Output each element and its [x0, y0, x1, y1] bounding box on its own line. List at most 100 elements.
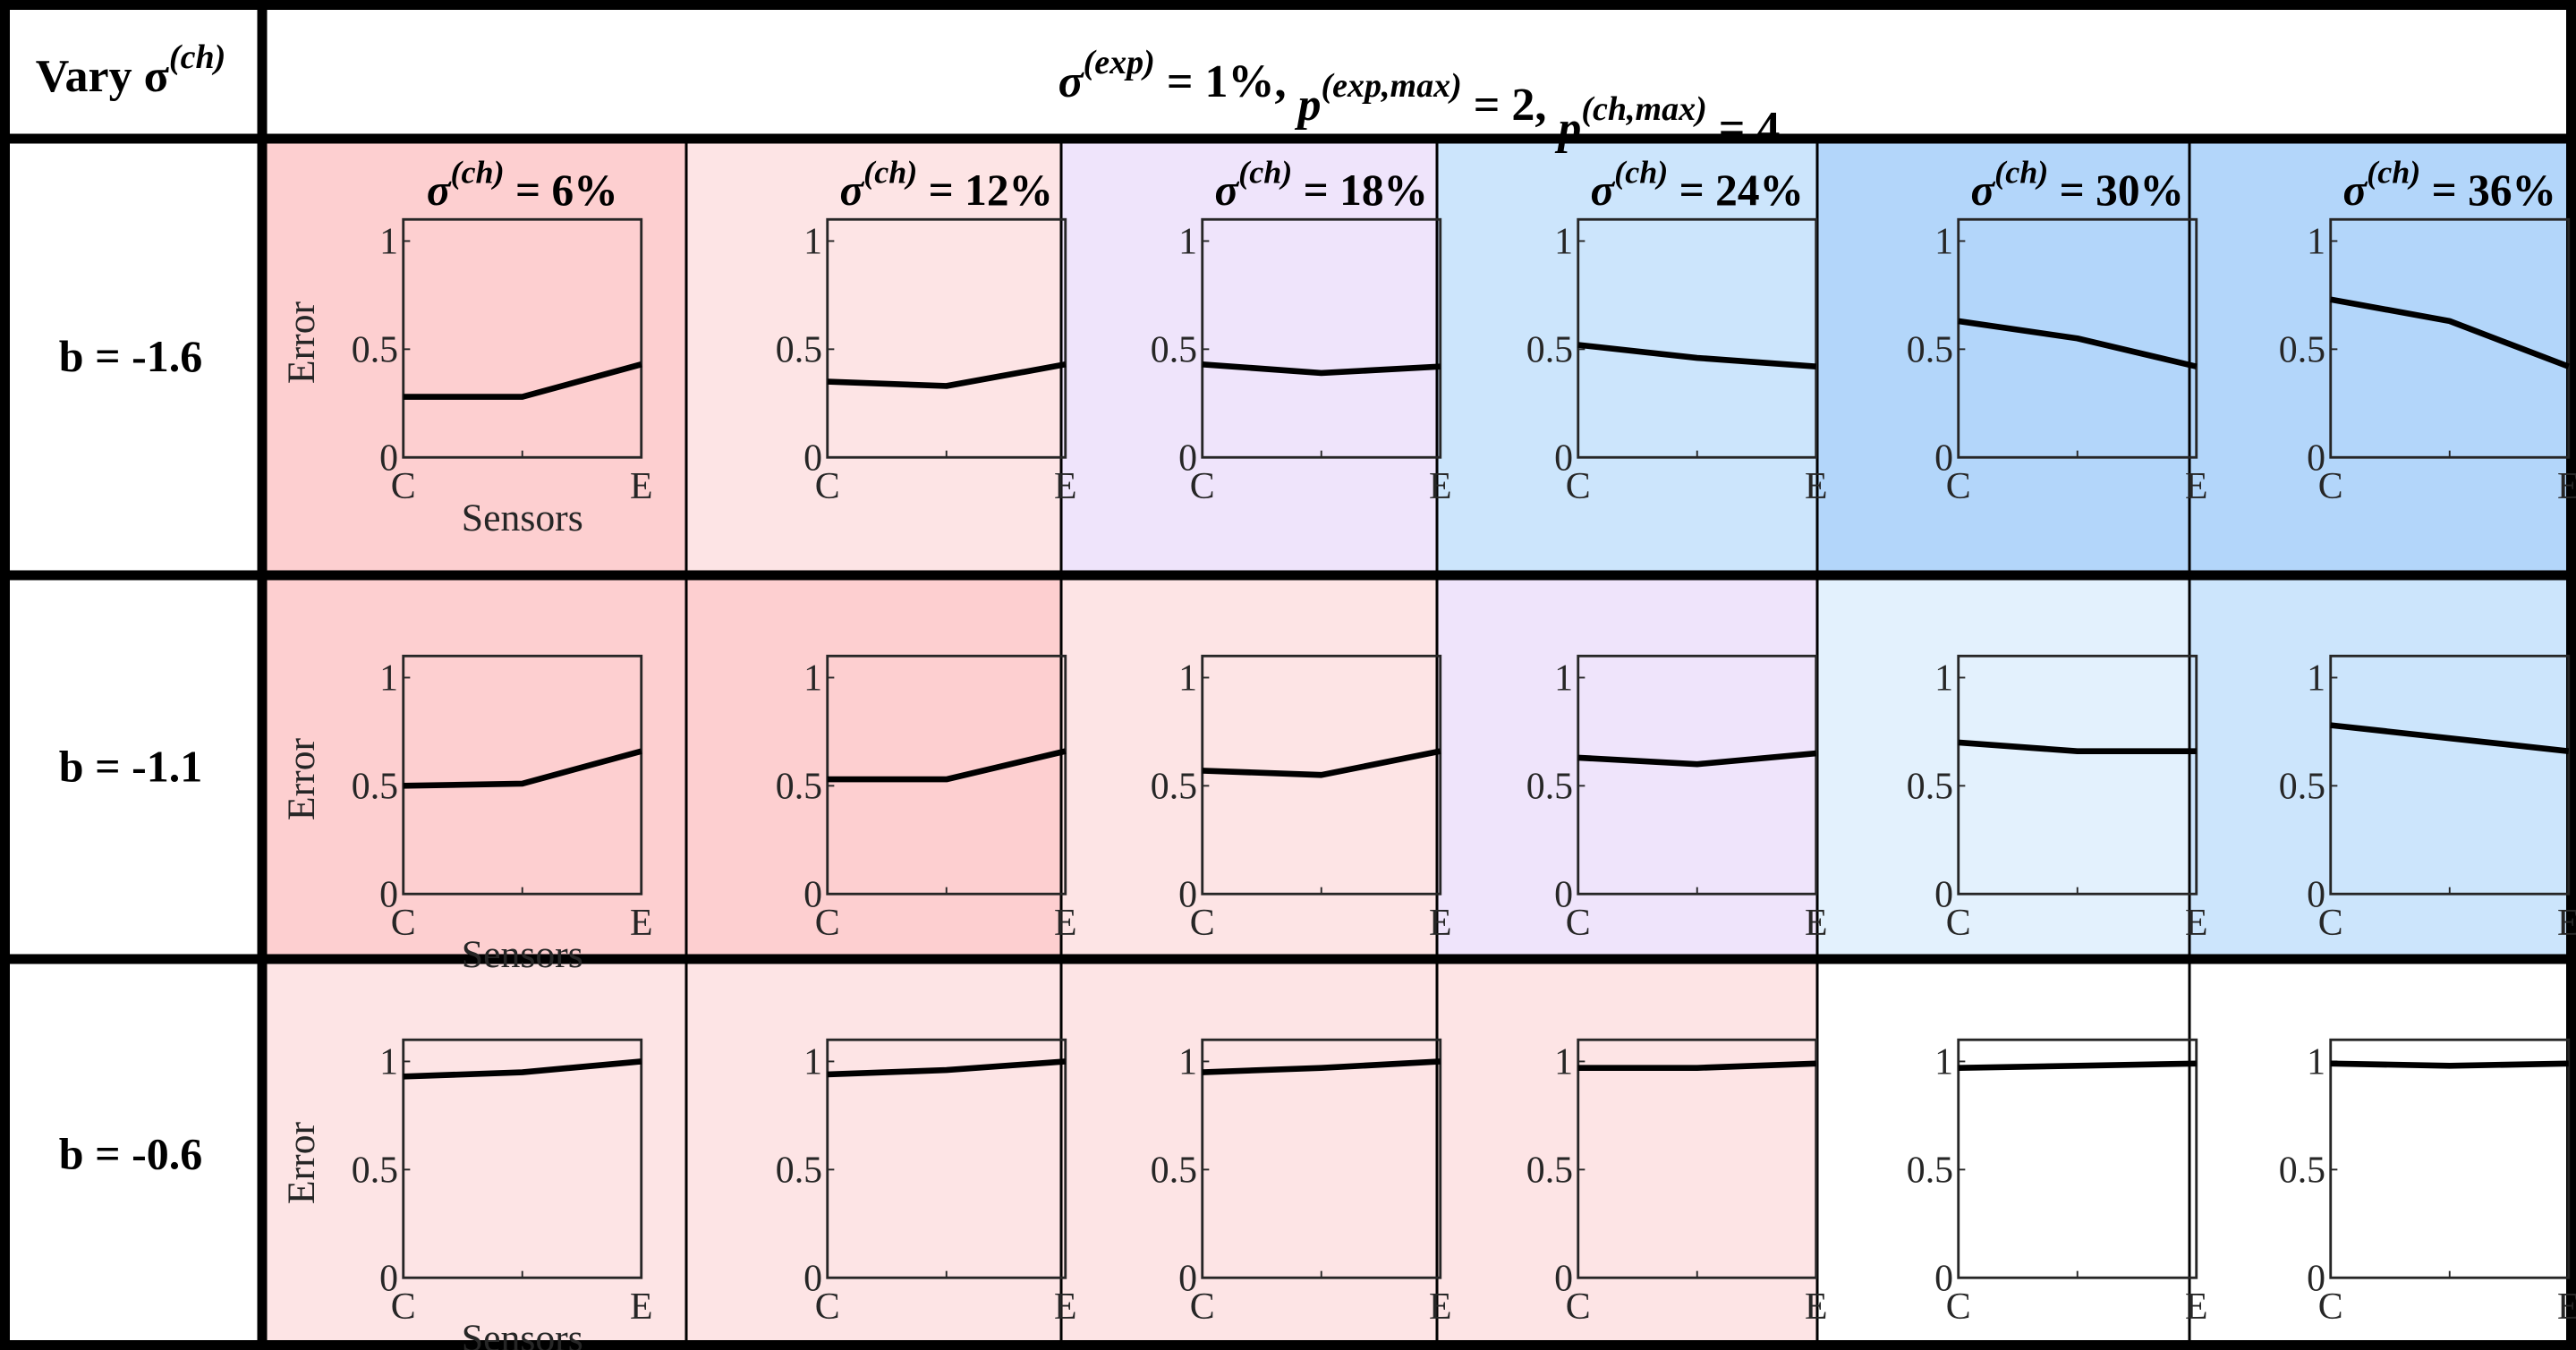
y-tick-label: 0.5	[1526, 767, 1573, 808]
cell-bg	[1817, 139, 2189, 575]
x-tick-label: E	[2185, 466, 2208, 507]
cell-bg	[1817, 575, 2189, 959]
y-tick-label: 0	[1934, 438, 1953, 480]
x-tick-label: C	[2318, 1286, 2343, 1328]
x-tick-label: E	[1805, 903, 1828, 944]
column-header: σ(ch) = 24%	[1591, 154, 1804, 215]
x-tick-label: E	[2185, 1286, 2208, 1328]
panel-r1-c6: σ(ch) = 36% 0 0.5 1 C E	[2279, 154, 2576, 506]
y-tick-label: 0	[379, 1259, 398, 1300]
y-tick-label: 1	[1554, 222, 1573, 263]
x-tick-label: C	[391, 903, 416, 944]
y-tick-label: 1	[2307, 222, 2325, 263]
y-tick-label: 0.5	[1907, 767, 1953, 808]
y-tick-label: 0	[2307, 438, 2325, 480]
y-tick-label: 0.5	[776, 1150, 822, 1192]
y-tick-label: 0.5	[1907, 1150, 1953, 1192]
cell-bg	[1437, 959, 1817, 1350]
x-tick-label: C	[815, 1286, 840, 1328]
cell-bg	[262, 139, 686, 575]
x-tick-label: C	[1946, 466, 1971, 507]
cell-bg	[1061, 959, 1437, 1350]
y-tick-label: 0	[379, 438, 398, 480]
x-tick-label: C	[1190, 466, 1215, 507]
panel-r1-c4: σ(ch) = 24% 0 0.5 1 C E	[1526, 154, 1828, 506]
x-tick-label: E	[630, 466, 653, 507]
corner-label: Vary σ	[36, 51, 169, 102]
column-header: σ(ch) = 30%	[1971, 154, 2184, 215]
x-tick-label: E	[2557, 903, 2576, 944]
panel-r2-c3: 0 0.5 1 C E	[1151, 654, 1452, 944]
panel-r1-c2: σ(ch) = 12% 0 0.5 1 C E	[776, 154, 1077, 506]
panel-r3-c5: 0 0.5 1 C E	[1907, 1038, 2208, 1328]
x-tick-label: C	[391, 466, 416, 507]
y-tick-label: 1	[1934, 1042, 1953, 1083]
y-tick-label: 0.5	[352, 330, 398, 371]
column-superscript: (ch)	[1994, 154, 2048, 190]
x-tick-label: C	[1566, 1286, 1591, 1328]
y-tick-label: 0	[2307, 1259, 2325, 1300]
param-value: = 2,	[1462, 80, 1559, 131]
panel-r2-c6: 0 0.5 1 C E	[2279, 654, 2576, 944]
x-tick-label: E	[1054, 466, 1077, 507]
cell-bg	[2189, 139, 2576, 575]
panel-r2-c4: 0 0.5 1 C E	[1526, 654, 1828, 944]
param-symbol: p	[1294, 80, 1321, 131]
x-tick-label: E	[1054, 1286, 1077, 1328]
panel-r2-c2: 0 0.5 1 C E	[776, 654, 1077, 944]
y-tick-label: 0.5	[776, 767, 822, 808]
parameter-header: σ(exp) = 1%, p(exp,max) = 2, p(ch,max) =…	[1058, 44, 1781, 154]
x-tick-label: E	[2557, 1286, 2576, 1328]
x-axis-label: Sensors	[462, 497, 583, 539]
param-value: = 4	[1707, 103, 1781, 154]
column-symbol: σ	[840, 166, 865, 215]
y-axis-label: Error	[280, 1121, 323, 1204]
column-header: σ(ch) = 6%	[427, 154, 618, 215]
y-tick-label: 0.5	[1907, 330, 1953, 371]
y-tick-label: 0	[1554, 1259, 1573, 1300]
corner-superscript: (ch)	[169, 38, 225, 76]
cell-bg	[1061, 139, 1437, 575]
x-tick-label: C	[1190, 903, 1215, 944]
panel-r3-c3: 0 0.5 1 C E	[1151, 1038, 1452, 1328]
y-tick-label: 0	[1178, 438, 1197, 480]
y-tick-label: 1	[379, 658, 398, 700]
y-tick-label: 1	[1554, 1042, 1573, 1083]
y-tick-label: 1	[379, 1042, 398, 1083]
row-label: b = -1.1	[59, 742, 202, 792]
y-tick-label: 1	[1934, 658, 1953, 700]
y-tick-label: 1	[803, 1042, 822, 1083]
param-superscript: (ch,max)	[1581, 90, 1706, 128]
y-tick-label: 0.5	[776, 330, 822, 371]
panel-r2-c5: 0 0.5 1 C E	[1907, 654, 2208, 944]
panel-r3-c4: 0 0.5 1 C E	[1526, 1038, 1828, 1328]
x-tick-label: E	[2185, 903, 2208, 944]
y-tick-label: 0	[1178, 1259, 1197, 1300]
column-symbol: σ	[427, 166, 452, 215]
param-superscript: (exp)	[1084, 44, 1155, 81]
x-tick-label: C	[2318, 466, 2343, 507]
y-tick-label: 1	[1178, 222, 1197, 263]
x-tick-label: E	[630, 1286, 653, 1328]
panel-r1-c1: σ(ch) = 6% 0 0.5 1 C E Sensors Error	[280, 154, 653, 539]
cell-bg	[1437, 139, 1817, 575]
x-tick-label: C	[815, 903, 840, 944]
column-superscript: (ch)	[2367, 154, 2420, 190]
x-tick-label: C	[1566, 466, 1591, 507]
column-value: = 18%	[1292, 166, 1428, 215]
corner-header: Vary σ(ch)	[36, 38, 225, 102]
row-label: b = -1.6	[59, 331, 202, 381]
y-tick-label: 1	[1934, 222, 1953, 263]
param-superscript: (exp,max)	[1321, 67, 1461, 105]
y-tick-label: 0.5	[2279, 1150, 2325, 1192]
y-tick-label: 0	[1554, 875, 1573, 916]
panel-r3-c1: 0 0.5 1 C E Sensors Error	[280, 1038, 653, 1350]
cell-bg	[2189, 575, 2576, 959]
cell-bg	[1437, 575, 1817, 959]
cell-bg	[262, 575, 686, 959]
y-tick-label: 1	[1554, 658, 1573, 700]
x-tick-label: C	[1946, 1286, 1971, 1328]
x-tick-label: E	[1429, 466, 1452, 507]
y-tick-label: 0	[1934, 875, 1953, 916]
